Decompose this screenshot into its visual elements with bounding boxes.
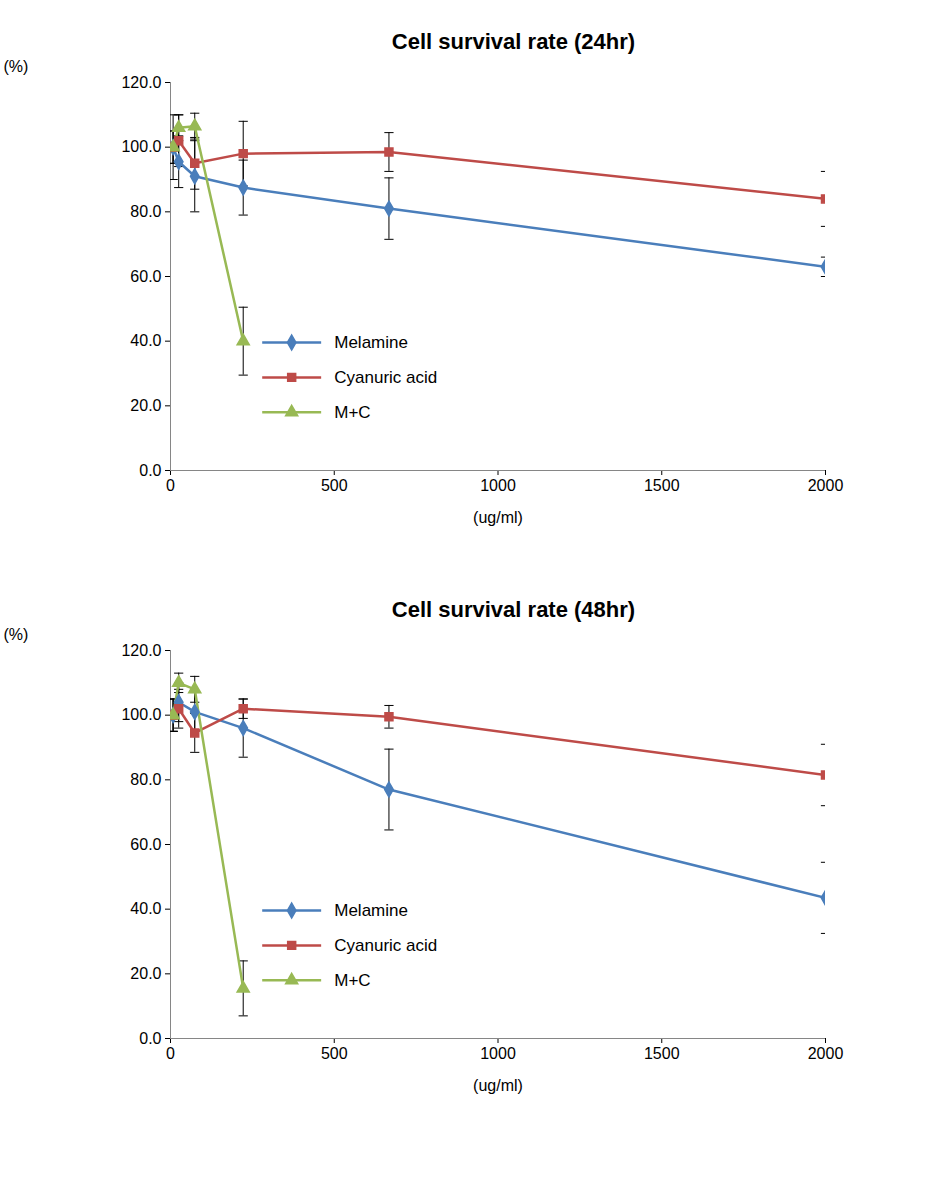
svg-text:40.0: 40.0: [130, 900, 161, 917]
svg-text:1000: 1000: [480, 1045, 516, 1062]
svg-text:100.0: 100.0: [121, 138, 161, 155]
svg-text:60.0: 60.0: [130, 268, 161, 285]
svg-text:Cyanuric acid: Cyanuric acid: [334, 936, 437, 955]
svg-text:120.0: 120.0: [121, 74, 161, 91]
svg-text:0.0: 0.0: [139, 462, 161, 479]
svg-text:1500: 1500: [644, 477, 680, 494]
svg-text:1500: 1500: [644, 1045, 680, 1062]
svg-text:Melamine: Melamine: [334, 901, 408, 920]
svg-text:60.0: 60.0: [130, 836, 161, 853]
svg-text:20.0: 20.0: [130, 397, 161, 414]
svg-text:M+C: M+C: [334, 403, 370, 422]
svg-text:(%): (%): [4, 58, 29, 75]
svg-text:(ug/ml): (ug/ml): [473, 509, 523, 526]
svg-text:40.0: 40.0: [130, 332, 161, 349]
svg-text:0.0: 0.0: [139, 1030, 161, 1047]
svg-text:80.0: 80.0: [130, 771, 161, 788]
svg-text:80.0: 80.0: [130, 203, 161, 220]
svg-text:Melamine: Melamine: [334, 333, 408, 352]
svg-text:500: 500: [321, 1045, 348, 1062]
svg-text:500: 500: [321, 477, 348, 494]
svg-text:(ug/ml): (ug/ml): [473, 1077, 523, 1094]
svg-text:0: 0: [166, 1045, 175, 1062]
svg-text:M+C: M+C: [334, 971, 370, 990]
svg-text:2000: 2000: [808, 1045, 844, 1062]
svg-text:100.0: 100.0: [121, 706, 161, 723]
svg-text:0: 0: [166, 477, 175, 494]
svg-text:(%): (%): [4, 626, 29, 643]
svg-text:2000: 2000: [808, 477, 844, 494]
html-text:Cell survival rate (48hr): Cell survival rate (48hr): [391, 597, 636, 622]
svg-text:Cyanuric acid: Cyanuric acid: [334, 368, 437, 387]
html-text:Cell survival rate (24hr): Cell survival rate (24hr): [391, 29, 636, 54]
svg-text:20.0: 20.0: [130, 965, 161, 982]
svg-text:120.0: 120.0: [121, 642, 161, 659]
svg-text:1000: 1000: [480, 477, 516, 494]
